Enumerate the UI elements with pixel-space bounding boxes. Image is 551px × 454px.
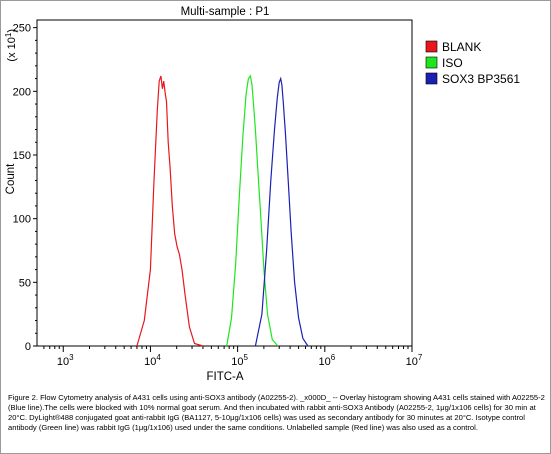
flow-cytometry-histogram: Multi-sample : P1 (x 101) Count FITC-A 0… (4, 6, 520, 381)
plot-frame (36, 19, 413, 347)
x-tick-label: 103 (57, 353, 74, 368)
y-multiplier-label: (x 101) (4, 29, 18, 62)
legend-swatch (425, 72, 438, 85)
figure-caption: Figure 2. Flow Cytometry analysis of A43… (8, 393, 548, 432)
y-multiplier-exponent: 1 (4, 32, 13, 37)
y-tick-label: 0 (25, 341, 31, 353)
x-axis-ticks: 103 104 105 106 107 (43, 346, 423, 368)
y-tick-label: 200 (13, 86, 31, 98)
y-tick-label: 50 (19, 277, 31, 289)
legend-label: BLANK (442, 40, 481, 54)
y-tick-label: 250 (13, 23, 31, 35)
legend-label: ISO (442, 56, 463, 70)
y-axis-label: Count (5, 163, 17, 194)
series-line (226, 74, 279, 347)
x-tick-label: 105 (231, 353, 248, 368)
legend-swatch (425, 40, 438, 53)
y-axis-ticks: 0 50 100 150 200 250 (13, 23, 37, 353)
legend: BLANK ISO SOX3 BP3561 (425, 40, 520, 86)
x-tick-label: 106 (318, 353, 335, 368)
x-tick-label: 107 (406, 353, 423, 368)
chart-title: Multi-sample : P1 (181, 6, 270, 18)
series-line (136, 75, 204, 347)
legend-label: SOX3 BP3561 (442, 72, 520, 86)
series-line (254, 76, 309, 347)
y-tick-label: 100 (13, 214, 31, 226)
y-tick-label: 150 (13, 150, 31, 162)
x-axis-label: FITC-A (206, 371, 243, 381)
x-tick-label: 104 (144, 353, 161, 368)
histogram-series (136, 74, 309, 347)
legend-swatch (425, 56, 438, 69)
